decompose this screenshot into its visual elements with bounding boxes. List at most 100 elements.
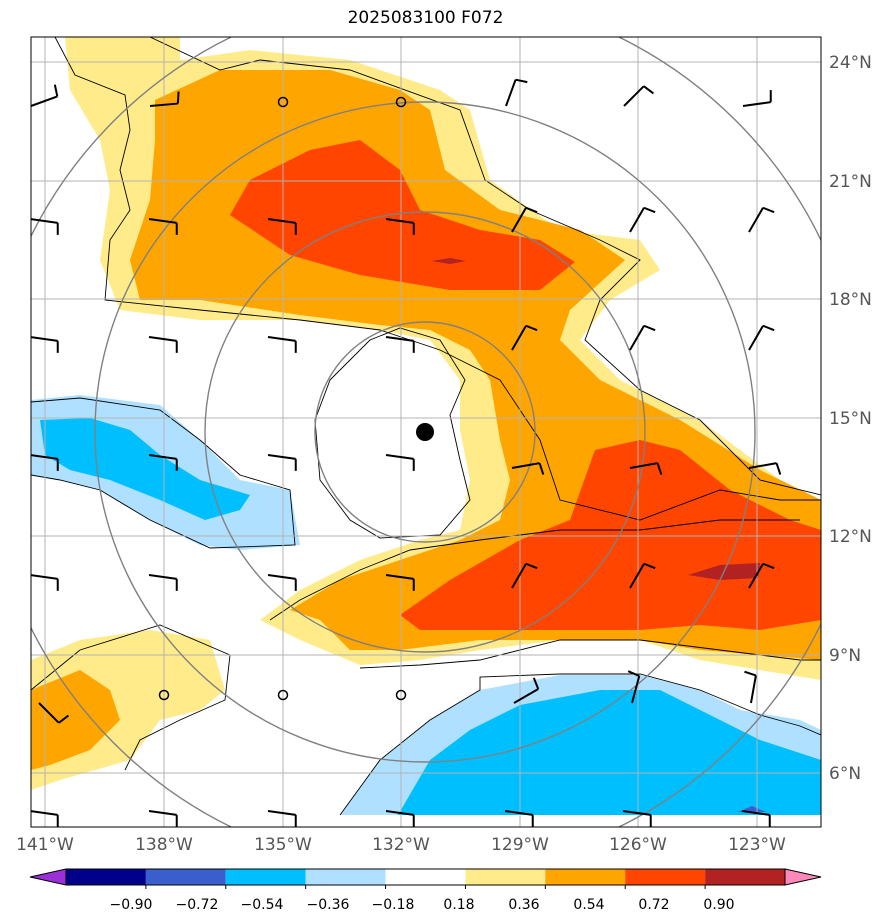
colorbar-swatch bbox=[145, 869, 226, 885]
wind-barbs bbox=[31, 78, 782, 827]
colorbar-label: −0.90 bbox=[110, 897, 153, 913]
lon-tick-label: 129°W bbox=[491, 835, 549, 855]
wind-barb-stroke bbox=[53, 84, 59, 97]
colorbar-swatch bbox=[545, 869, 626, 885]
lat-tick-label: 15°N bbox=[829, 409, 872, 429]
wind-barb-stroke bbox=[748, 207, 764, 233]
wind-barb-calm bbox=[158, 689, 170, 701]
wind-barb-stroke bbox=[385, 810, 414, 816]
wind-barb-stroke bbox=[511, 207, 527, 233]
wind-barb-stroke bbox=[748, 462, 777, 469]
lat-tick-label: 24°N bbox=[829, 53, 872, 73]
wind-barb-stroke bbox=[629, 325, 645, 351]
wind-barb-stroke bbox=[748, 325, 764, 351]
colorbar-extend-min bbox=[29, 868, 67, 886]
contour-lines bbox=[31, 37, 821, 816]
colorbar-swatch bbox=[705, 869, 785, 885]
wind-barb-stroke bbox=[623, 85, 645, 107]
range-rings bbox=[31, 37, 821, 827]
colorbar-label: 0.90 bbox=[703, 897, 734, 913]
wind-barb-stroke bbox=[515, 78, 528, 84]
fill-band-neg0.36-west bbox=[40, 418, 250, 520]
colorbar-swatch bbox=[66, 869, 146, 885]
wind-barb-stroke bbox=[31, 336, 58, 342]
wind-barb-stroke bbox=[532, 677, 540, 690]
grid-lines bbox=[31, 37, 821, 827]
wind-barb-stroke bbox=[148, 336, 177, 342]
wind-barb-stroke bbox=[511, 462, 540, 469]
colorbar-label: 0.18 bbox=[443, 897, 474, 913]
wind-barb-stroke bbox=[148, 218, 177, 224]
lon-tick-label: 138°W bbox=[135, 835, 193, 855]
map-frame bbox=[30, 36, 822, 828]
wind-barb-stroke bbox=[148, 810, 177, 816]
wind-barb-stroke bbox=[629, 462, 658, 469]
wind-barb-stroke bbox=[742, 101, 771, 107]
colorbar-label: 0.54 bbox=[573, 897, 604, 913]
wind-barb-stroke bbox=[58, 714, 70, 724]
wind-barb-stroke bbox=[627, 670, 640, 677]
wind-barb-stroke bbox=[176, 91, 180, 104]
wind-barb-stroke bbox=[631, 675, 641, 704]
colorbar-swatch bbox=[465, 869, 546, 885]
wind-barb-stroke bbox=[629, 563, 645, 589]
colorbar-swatch bbox=[305, 869, 386, 885]
lon-tick-label: 132°W bbox=[372, 835, 430, 855]
wind-barb-stroke bbox=[148, 454, 177, 460]
colorbar-label: 0.36 bbox=[508, 897, 539, 913]
wind-barb-stroke bbox=[538, 462, 545, 475]
wind-barb-stroke bbox=[622, 810, 651, 816]
wind-barb-stroke bbox=[744, 670, 757, 677]
wind-barb-stroke bbox=[741, 810, 770, 816]
fill-band-0.36-southwest bbox=[31, 670, 120, 770]
wind-barb-stroke bbox=[511, 325, 527, 351]
wind-barb-stroke bbox=[31, 95, 58, 107]
wind-barb-stroke bbox=[629, 207, 645, 233]
wind-barb-stroke bbox=[149, 102, 178, 107]
wind-barb-stroke bbox=[31, 574, 58, 580]
lat-tick-label: 21°N bbox=[829, 172, 872, 192]
wind-barb-stroke bbox=[267, 574, 296, 580]
wind-barb-stroke bbox=[385, 574, 414, 580]
wind-barb-stroke bbox=[31, 454, 58, 460]
lon-tick-label: 135°W bbox=[254, 835, 312, 855]
wind-barb-stroke bbox=[148, 574, 177, 580]
wind-barb-stroke bbox=[505, 79, 517, 107]
wind-barb-stroke bbox=[267, 336, 296, 342]
colorbar-swatch bbox=[225, 869, 306, 885]
lon-tick-label: 141°W bbox=[16, 835, 74, 855]
wind-barb-stroke bbox=[643, 206, 656, 214]
wind-barb-calm bbox=[395, 689, 407, 701]
wind-barb-stroke bbox=[38, 702, 60, 724]
fill-band-0.54-north bbox=[230, 140, 575, 290]
map-plot-area bbox=[31, 37, 821, 827]
wind-barb-stroke bbox=[511, 563, 527, 589]
fill-band-0.54-east bbox=[400, 440, 821, 630]
fill-band-neg0.36-southeast bbox=[398, 690, 821, 815]
wind-barb-stroke bbox=[643, 324, 656, 332]
wind-barb-stroke bbox=[643, 562, 656, 570]
lat-tick-labels: 6°N 9°N 12°N 15°N 18°N 21°N 24°N bbox=[829, 53, 872, 784]
wind-barb-stroke bbox=[267, 454, 296, 460]
wind-barb-stroke bbox=[31, 810, 58, 816]
colorbar-swatch bbox=[625, 869, 706, 885]
colorbar-swatch bbox=[385, 869, 466, 885]
wind-barb-stroke bbox=[762, 562, 775, 570]
map-title: 2025083100 F072 bbox=[347, 8, 504, 28]
colorbar-label: −0.72 bbox=[176, 897, 219, 913]
colorbar bbox=[29, 868, 822, 889]
wind-barb-stroke bbox=[267, 810, 296, 816]
wind-barb-stroke bbox=[643, 85, 655, 95]
wind-barb-stroke bbox=[762, 324, 775, 332]
wind-barb-stroke bbox=[385, 336, 414, 342]
wind-barb-calm bbox=[277, 96, 289, 108]
colorbar-label: −0.54 bbox=[241, 897, 284, 913]
wind-barb-stroke bbox=[750, 675, 757, 704]
colorbar-labels: −0.90 −0.72 −0.54 −0.36 −0.18 0.18 0.36 … bbox=[110, 897, 735, 913]
wind-barb-stroke bbox=[267, 218, 296, 224]
wind-barb-stroke bbox=[656, 462, 663, 475]
storm-center-marker bbox=[416, 423, 434, 441]
wind-barb-calm bbox=[277, 689, 289, 701]
lat-tick-label: 9°N bbox=[829, 646, 861, 666]
